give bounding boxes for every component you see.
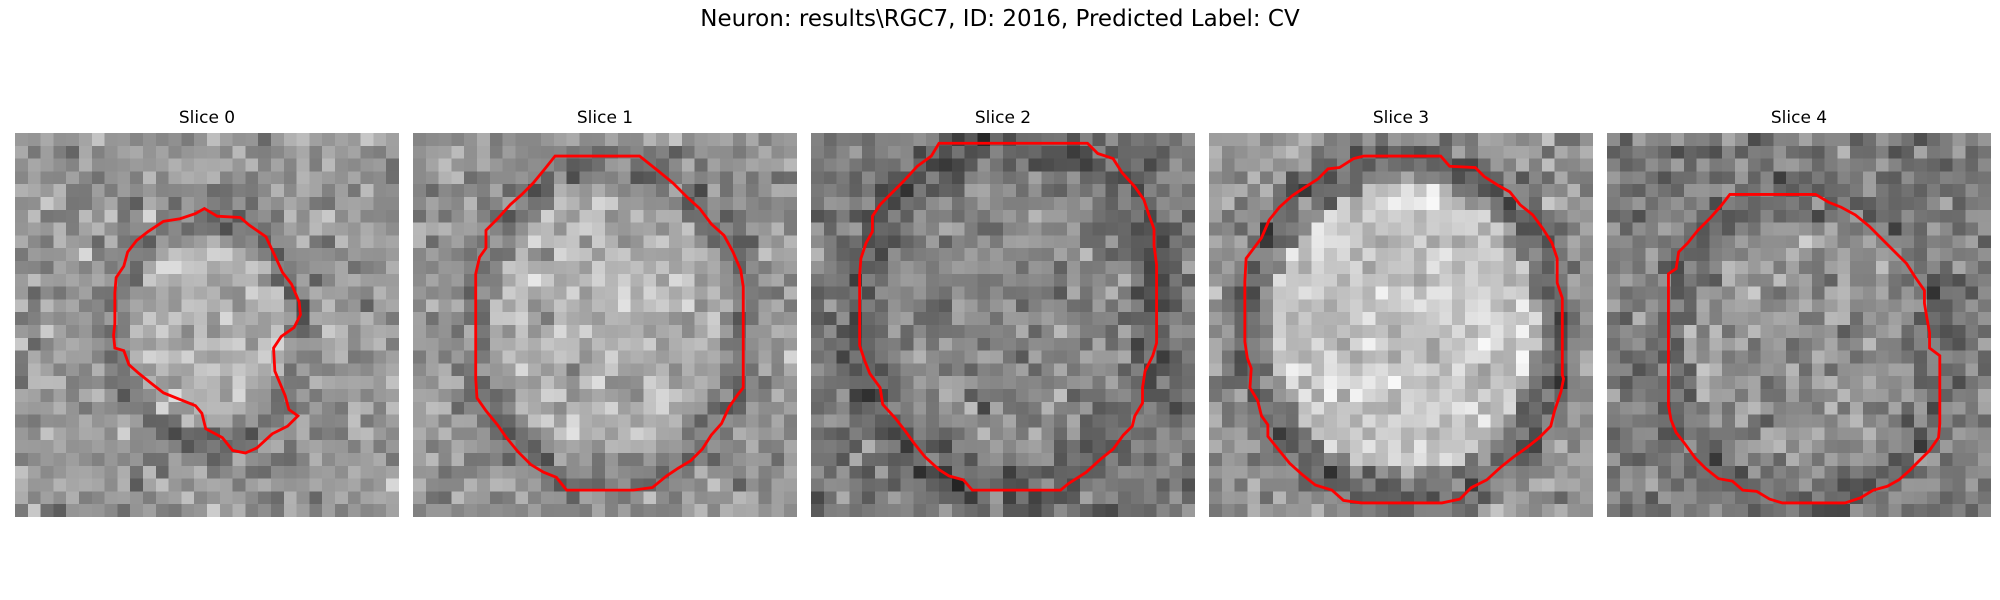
roi-contour (1667, 193, 1942, 505)
figure-title: Neuron: results\RGC7, ID: 2016, Predicte… (700, 6, 1300, 32)
slice-image (15, 133, 399, 517)
slice-image (1607, 133, 1991, 517)
roi-contour (474, 154, 745, 492)
slice-title: Slice 1 (576, 108, 634, 128)
roi-contour (858, 141, 1159, 492)
slice-title: Slice 0 (178, 108, 236, 128)
roi-contour (1243, 154, 1566, 505)
slice-image (1209, 133, 1593, 517)
slice-image (811, 133, 1195, 517)
slice-title: Slice 2 (974, 108, 1032, 128)
roi-contour (112, 206, 302, 455)
slice-image (413, 133, 797, 517)
slice-title: Slice 3 (1372, 108, 1430, 128)
slice-title: Slice 4 (1770, 108, 1828, 128)
